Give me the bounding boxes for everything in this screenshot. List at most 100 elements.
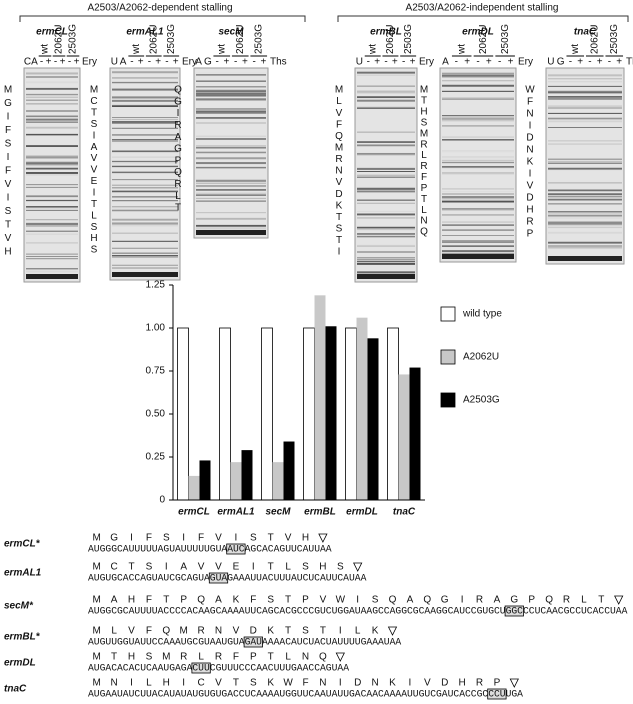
- aa-letter: H: [458, 678, 465, 689]
- lane-label: A: [120, 57, 127, 68]
- legend-swatch: [440, 392, 456, 408]
- stop-mark: [387, 626, 398, 636]
- bracket: [19, 15, 306, 22]
- mutant-label: wt: [131, 44, 142, 55]
- aa-letter: I: [130, 533, 133, 544]
- lane-label: A: [31, 57, 38, 68]
- aa-label: F: [527, 97, 533, 108]
- mutant-label: 2062U: [148, 25, 159, 54]
- aa-label: V: [5, 179, 12, 190]
- seq-name: ermDL: [4, 658, 36, 669]
- aa-letter: V: [424, 678, 431, 689]
- aa-label: F: [5, 166, 11, 177]
- lane-sign: +: [46, 57, 52, 68]
- aa-label: I: [529, 169, 532, 180]
- bar: [356, 317, 368, 500]
- aa-letter: N: [371, 678, 378, 689]
- mutant-label: 2062U: [478, 25, 489, 54]
- aa-letter: N: [302, 652, 309, 663]
- legend-label: wild type: [462, 309, 502, 320]
- legend-swatch: [440, 306, 456, 322]
- aa-label: Q: [174, 85, 182, 96]
- aa-label: K: [336, 200, 343, 211]
- nt-seq: CCUCAACGCCUCACCUAA: [523, 607, 627, 618]
- aa-letter: R: [197, 626, 204, 637]
- x-tick-label: ermCL: [178, 507, 210, 518]
- codon-box: [208, 572, 229, 584]
- aa-letter: Q: [423, 595, 431, 606]
- aa-letter: Q: [197, 595, 205, 606]
- aa-label: S: [336, 223, 343, 234]
- aa-letter: L: [355, 626, 361, 637]
- aa-letter: I: [461, 595, 464, 606]
- aa-letter: I: [235, 533, 238, 544]
- aa-letter: K: [372, 626, 379, 637]
- aa-label: V: [336, 108, 343, 119]
- aa-label: S: [5, 139, 12, 150]
- aa-label: L: [91, 210, 97, 221]
- aa-label: R: [420, 161, 427, 172]
- aa-letter: R: [563, 595, 570, 606]
- codon-box: [226, 543, 246, 555]
- aa-label: F: [5, 125, 11, 136]
- aa-letter: E: [233, 562, 240, 573]
- gel-image: [109, 67, 181, 281]
- aa-letter: A: [494, 595, 501, 606]
- aa-letter: T: [128, 562, 134, 573]
- aa-letter: N: [110, 678, 117, 689]
- mutant-label: wt: [456, 44, 467, 55]
- bar: [409, 367, 421, 500]
- nt-seq: AUGUUGGUAUUCCAAAUGCGUAAUGUA: [88, 638, 245, 649]
- lane-sign: +: [260, 57, 266, 68]
- aa-letter: S: [146, 652, 153, 663]
- gel-bottom: [357, 274, 415, 279]
- seq-name: ermBL*: [4, 632, 41, 643]
- x-tick-label: ermAL1: [217, 507, 255, 518]
- y-tick-label: 1.00: [146, 323, 166, 334]
- lane-sign: +: [410, 57, 416, 68]
- lane-sign: -: [165, 57, 168, 68]
- nt-seq: AUC: [227, 545, 244, 556]
- bar: [177, 327, 189, 501]
- gel-image: [545, 67, 625, 265]
- nt-seq: CGUUUCCCAACUUUGAACCAGUAA: [210, 664, 349, 675]
- aa-label: P: [421, 183, 428, 194]
- seq-name: ermCL*: [4, 539, 41, 550]
- lane-sign: -: [252, 57, 255, 68]
- aa-letter: I: [356, 595, 359, 606]
- aa-letter: I: [130, 678, 133, 689]
- aa-label: T: [336, 212, 342, 223]
- aa-label: W: [525, 85, 535, 96]
- stop-mark: [614, 595, 624, 605]
- aa-letter: C: [110, 562, 117, 573]
- aa-label: H: [420, 106, 427, 117]
- aa-letter: T: [285, 626, 291, 637]
- aa-letter: A: [215, 595, 222, 606]
- aa-letter: I: [339, 626, 342, 637]
- aa-label: R: [526, 217, 533, 228]
- lane-sign: +: [155, 57, 161, 68]
- seq-name: secM*: [4, 601, 34, 612]
- aa-label: M: [90, 85, 98, 96]
- bar: [387, 327, 399, 501]
- aa-letter: W: [336, 595, 346, 606]
- aa-letter: T: [320, 626, 326, 637]
- aa-letter: S: [146, 562, 153, 573]
- mutant-label: wt: [216, 44, 227, 55]
- nt-seq: GAU: [245, 638, 262, 649]
- group-label: A2503/A2062-dependent stalling: [87, 3, 232, 14]
- aa-letter: N: [215, 626, 222, 637]
- aa-letter: L: [146, 678, 152, 689]
- aa-letter: L: [581, 595, 587, 606]
- aa-letter: S: [250, 533, 257, 544]
- bar: [314, 295, 326, 500]
- aa-label: L: [421, 150, 427, 161]
- lane-sign: -: [130, 57, 133, 68]
- lane-label: C: [24, 57, 31, 68]
- aa-letter: S: [163, 533, 170, 544]
- stop-mark: [318, 533, 328, 543]
- aa-letter: F: [233, 652, 239, 663]
- lane-sign: +: [464, 57, 470, 68]
- lane-sign: -: [455, 57, 458, 68]
- nt-seq: AUGUGCACCAGUAUCGCAGUA: [88, 574, 210, 585]
